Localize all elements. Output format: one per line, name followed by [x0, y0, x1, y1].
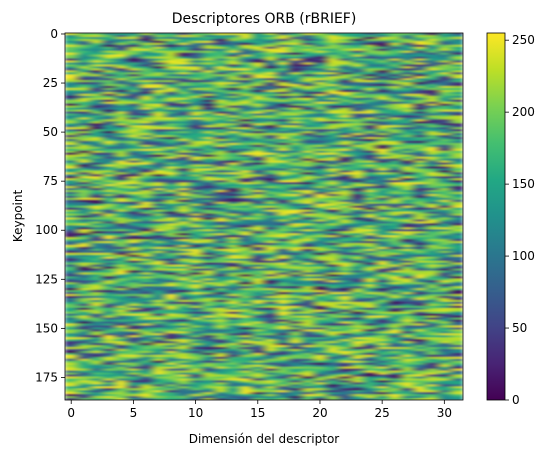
x-tick-label: 25: [375, 406, 390, 420]
x-tick-label: 20: [312, 406, 327, 420]
y-tick-label: 175: [35, 370, 58, 384]
colorbar-tick-label: 0: [512, 393, 520, 407]
colorbar-frame: [486, 32, 506, 401]
y-tick-label: 50: [43, 125, 58, 139]
x-axis: 0 5 10 15 20 25 30: [67, 400, 452, 420]
chart-title: Descriptores ORB (rBRIEF): [172, 11, 357, 27]
x-tick-label: 30: [437, 406, 452, 420]
plot-frame: [64, 32, 464, 401]
x-axis-label: Dimensión del descriptor: [189, 432, 340, 446]
colorbar-tick-label: 150: [512, 177, 535, 191]
heatmap-cells: [65, 33, 463, 400]
colorbar-tick-label: 250: [512, 33, 535, 47]
y-tick-label: 150: [35, 321, 58, 335]
colorbar-ticks: 0 50 100 150 200 250: [505, 33, 535, 407]
x-tick-label: 0: [67, 406, 75, 420]
colorbar-tick-label: 100: [512, 249, 535, 263]
y-axis-label: Keypoint: [11, 190, 25, 243]
heatmap-plot-area: [65, 33, 463, 400]
y-tick-label: 0: [50, 27, 58, 41]
x-tick-label: 15: [250, 406, 265, 420]
y-tick-label: 100: [35, 223, 58, 237]
colorbar-gradient: [487, 33, 505, 400]
y-tick-label: 75: [43, 174, 58, 188]
y-tick-label: 125: [35, 272, 58, 286]
colorbar-tick-label: 200: [512, 105, 535, 119]
colorbar-tick-label: 50: [512, 321, 527, 335]
y-tick-label: 25: [43, 76, 58, 90]
colorbar: 0 50 100 150 200 250: [486, 32, 535, 407]
y-axis: 0 25 50 75 100 125 150 175: [35, 27, 65, 384]
x-tick-label: 5: [130, 406, 138, 420]
x-tick-label: 10: [188, 406, 203, 420]
